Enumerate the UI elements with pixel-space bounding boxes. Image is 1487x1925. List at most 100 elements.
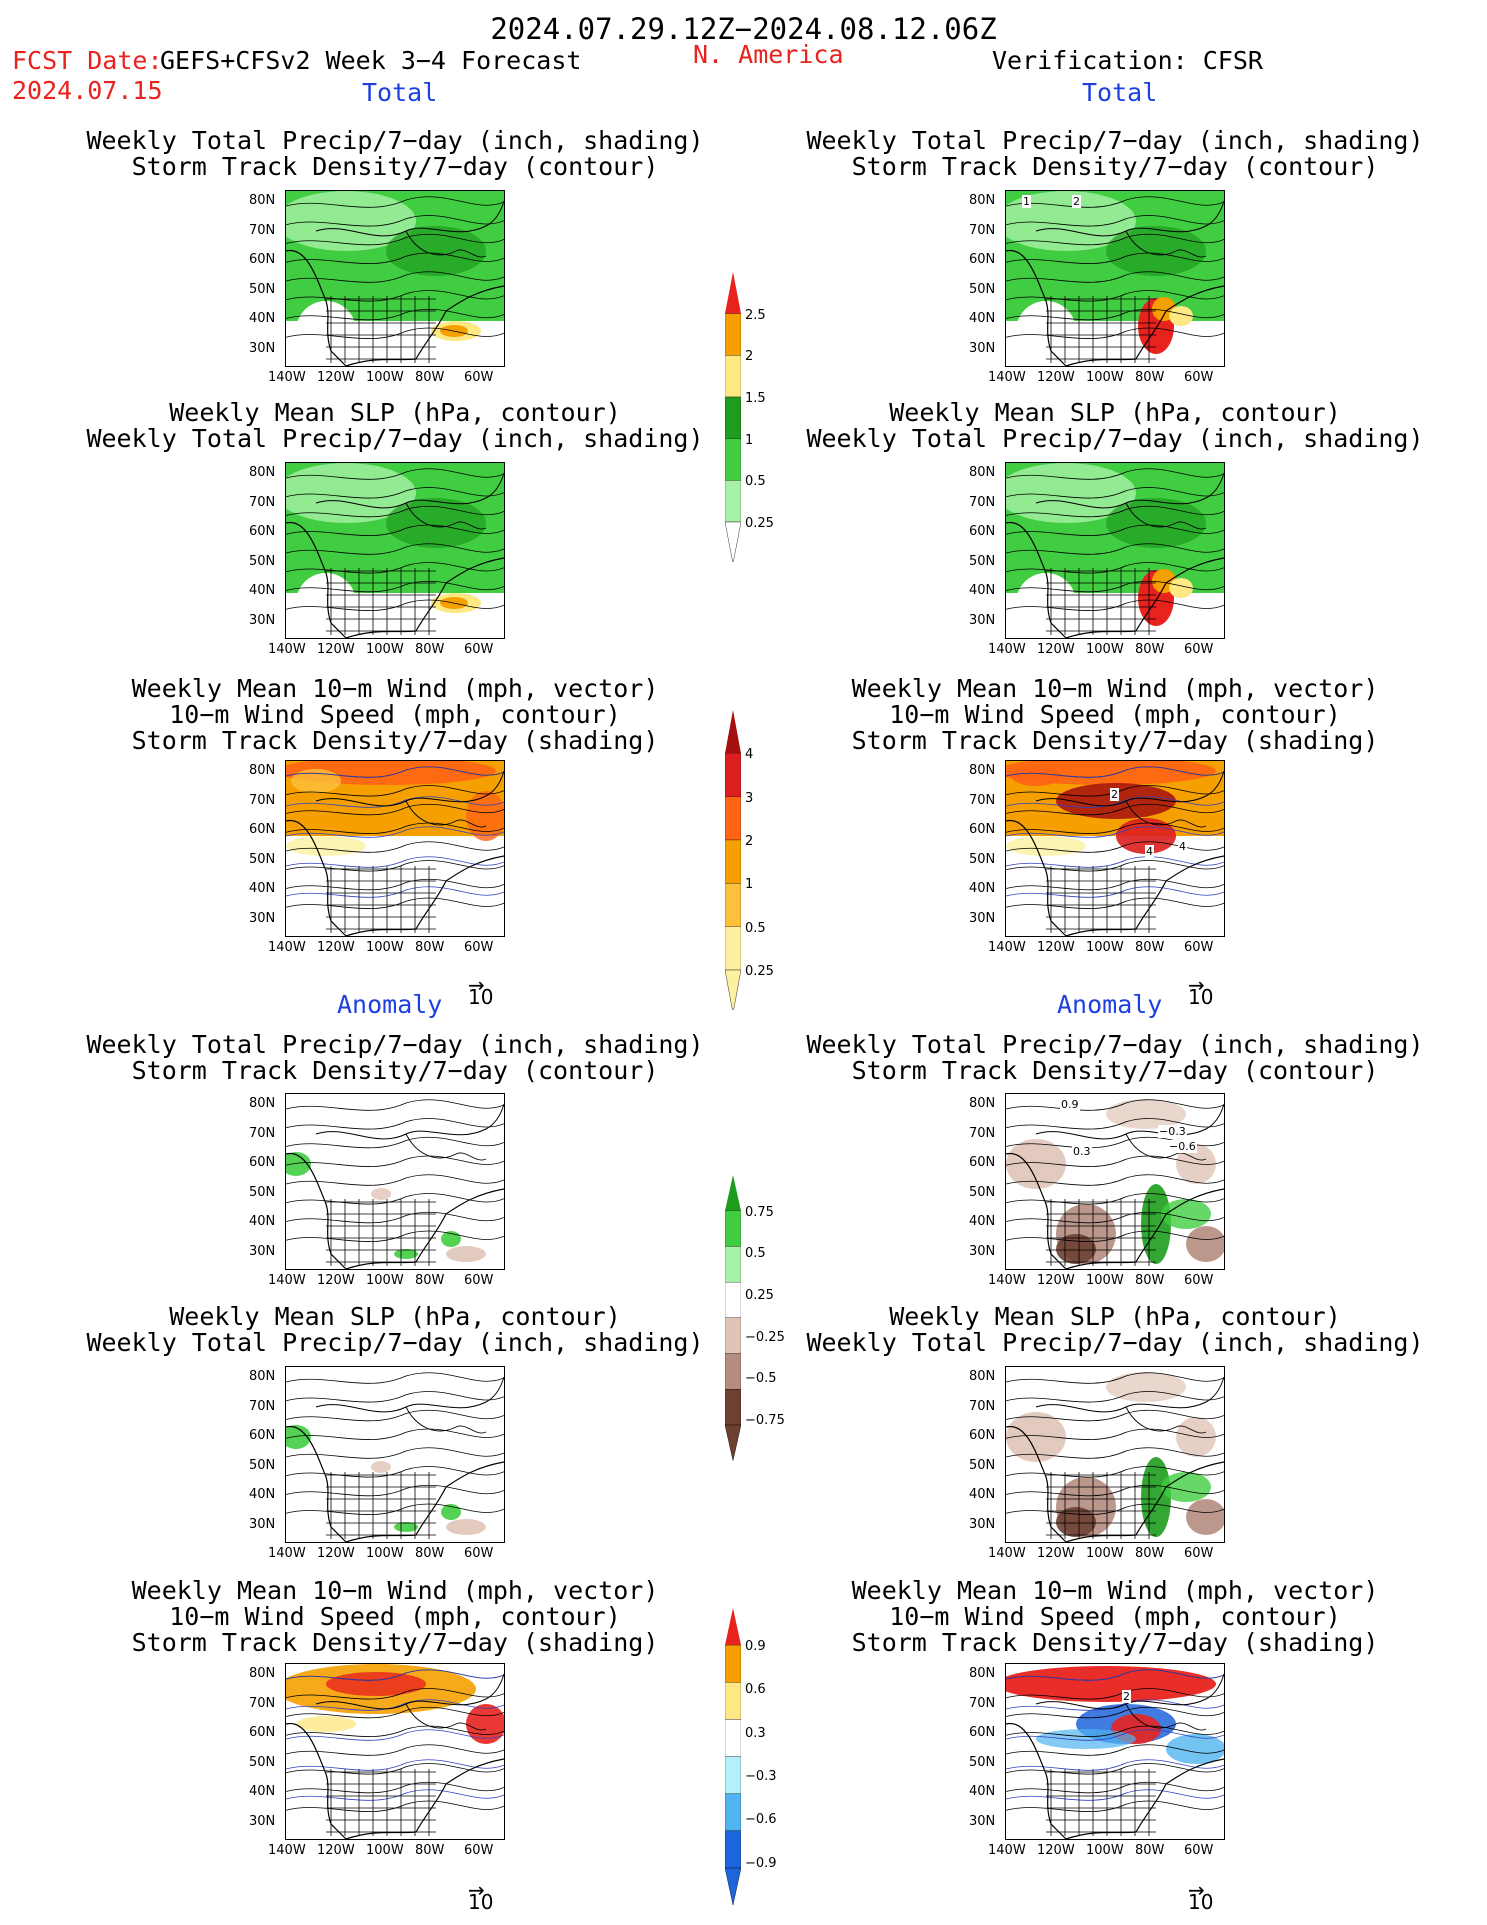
contour-line <box>286 796 504 808</box>
lat-label: 70N <box>969 1398 996 1414</box>
us-state-borders <box>326 568 436 635</box>
map-canvas <box>1006 1372 1224 1542</box>
verification-map <box>1005 190 1225 367</box>
lat-label: 30N <box>969 340 996 356</box>
colorbar-swatches <box>724 272 742 564</box>
us-state-borders <box>1046 1472 1156 1539</box>
lat-label: 50N <box>249 1754 276 1770</box>
lon-label: 80W <box>1135 940 1165 955</box>
contour-line <box>1006 271 1224 283</box>
coastline <box>405 1703 487 1731</box>
lon-label: 100W <box>366 1273 404 1288</box>
contour-line <box>286 1409 504 1422</box>
lat-label: 30N <box>969 1243 996 1259</box>
vector-reference-arrow: → <box>1188 973 1205 997</box>
map-canvas <box>1006 191 1224 366</box>
coastline <box>1035 200 1224 237</box>
verification-label: Verification: CFSR <box>992 46 1263 75</box>
shading-area <box>1166 1734 1224 1764</box>
lat-label: 80N <box>249 1096 276 1111</box>
contour-line <box>1006 1118 1224 1130</box>
forecast-map <box>285 760 505 937</box>
forecast-map <box>285 1093 505 1270</box>
lon-label: 80W <box>1135 642 1165 657</box>
us-state-borders <box>326 1472 436 1539</box>
coastline <box>1065 557 1224 638</box>
contour-line <box>1006 1211 1224 1224</box>
lat-label: 60N <box>969 524 996 539</box>
lon-label: 100W <box>366 1843 404 1858</box>
contour-line <box>1006 826 1224 838</box>
lon-label: 120W <box>317 1273 355 1288</box>
panel-title-line: Storm Track Density/7−day (contour) <box>851 152 1379 181</box>
verification-map <box>1005 1366 1225 1543</box>
contour-line <box>286 822 504 834</box>
lon-label: 80W <box>415 940 445 955</box>
us-state-borders <box>1046 1769 1156 1836</box>
coastline <box>286 1722 347 1839</box>
shading-area <box>1016 573 1076 633</box>
shading-area <box>1036 1729 1136 1749</box>
contour-line <box>286 826 504 838</box>
lat-label: 40N <box>249 1214 276 1229</box>
lat-label: 50N <box>249 1457 276 1473</box>
shading-area <box>1141 1184 1171 1264</box>
coastline <box>1125 800 1207 828</box>
contour-line <box>1006 215 1224 227</box>
contour-line <box>286 1763 504 1775</box>
lat-label: 50N <box>969 281 996 297</box>
contour-line <box>1006 233 1224 246</box>
contour-line <box>286 580 504 593</box>
contour-line <box>1006 1763 1224 1775</box>
colorbar-swatch <box>724 1317 742 1354</box>
us-state-borders <box>1046 1199 1156 1266</box>
lat-label: 60N <box>969 1428 996 1443</box>
contour-line <box>1006 1230 1224 1242</box>
colorbar-label: −0.9 <box>745 1855 777 1871</box>
coastline <box>1006 819 1067 936</box>
contour-line <box>1006 543 1224 555</box>
contour-value-label: 4 <box>1178 840 1187 853</box>
lon-label: 80W <box>1135 1546 1165 1561</box>
colorbar-label: 2.5 <box>745 307 766 323</box>
shading-area <box>291 769 341 793</box>
forecast-map <box>285 1366 505 1543</box>
lon-label: 140W <box>268 370 306 385</box>
coastline <box>1125 502 1207 530</box>
coastline <box>1006 1722 1067 1839</box>
us-state-borders <box>326 296 436 363</box>
lat-label: 30N <box>249 1516 276 1532</box>
lon-label: 140W <box>988 370 1026 385</box>
lat-label: 30N <box>969 910 996 926</box>
colorbar-swatch <box>724 480 742 523</box>
lon-label: 140W <box>988 1843 1026 1858</box>
precip-anom-colorbar <box>724 1175 742 1465</box>
contour-line <box>1006 327 1224 339</box>
coastline <box>1125 230 1207 258</box>
coastline <box>1006 1425 1067 1542</box>
date-range-title: 2024.07.29.12Z−2024.08.12.06Z <box>490 12 997 46</box>
lat-label: 30N <box>969 612 996 628</box>
contour-line <box>286 1174 504 1186</box>
coastline <box>1006 521 1067 638</box>
map-canvas <box>286 1664 504 1839</box>
coastline <box>345 855 504 936</box>
lat-label: 40N <box>249 1487 276 1502</box>
colorbar-label: 2 <box>745 349 754 365</box>
contour-line <box>286 562 504 574</box>
contour-line <box>286 1503 504 1515</box>
contour-line <box>286 1118 504 1130</box>
colorbar-swatch <box>724 313 742 356</box>
contour-line <box>1006 766 1224 778</box>
lon-label: 100W <box>366 940 404 955</box>
coastline <box>315 1376 504 1413</box>
contour-line <box>286 1669 504 1681</box>
contour-line <box>286 1699 504 1711</box>
panel-title-line: Weekly Mean 10−m Wind (mph, vector) <box>851 1576 1379 1605</box>
us-state-borders <box>326 1769 436 1836</box>
colorbar-swatch <box>724 1682 742 1720</box>
section-anomaly-forecast: Anomaly <box>337 990 443 1019</box>
us-state-borders <box>1046 296 1156 363</box>
colorbar-label: 0.6 <box>745 1682 766 1698</box>
lat-label: 80N <box>969 1096 996 1111</box>
